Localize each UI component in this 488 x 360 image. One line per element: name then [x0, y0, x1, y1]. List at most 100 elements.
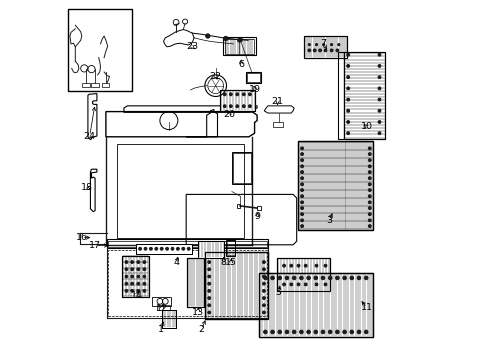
Circle shape [262, 282, 265, 285]
Circle shape [304, 283, 306, 286]
Circle shape [315, 44, 317, 46]
Circle shape [330, 44, 332, 46]
Circle shape [125, 289, 127, 292]
Circle shape [377, 64, 380, 67]
Circle shape [307, 49, 310, 52]
Bar [303, 36, 346, 58]
Circle shape [377, 76, 380, 78]
Bar [186, 258, 204, 307]
Circle shape [242, 105, 244, 108]
Circle shape [300, 177, 303, 180]
Bar [227, 241, 234, 255]
Circle shape [314, 283, 317, 286]
Circle shape [248, 93, 251, 96]
Circle shape [142, 282, 145, 285]
Circle shape [324, 264, 326, 267]
Circle shape [300, 165, 303, 168]
Circle shape [367, 165, 370, 168]
Circle shape [328, 330, 331, 334]
Circle shape [137, 261, 140, 264]
Circle shape [367, 189, 370, 192]
Circle shape [223, 36, 227, 41]
Bar [223, 37, 256, 55]
Text: 9: 9 [254, 212, 260, 221]
Circle shape [130, 275, 133, 278]
Bar [297, 141, 373, 230]
Circle shape [349, 330, 353, 334]
Bar [231, 152, 251, 184]
Circle shape [300, 219, 303, 222]
Circle shape [367, 171, 370, 174]
Bar [136, 244, 192, 254]
Bar [337, 52, 343, 139]
Circle shape [367, 219, 370, 222]
Circle shape [282, 264, 285, 267]
Circle shape [300, 159, 303, 162]
Text: 23: 23 [186, 42, 198, 51]
Circle shape [125, 275, 127, 278]
Circle shape [300, 189, 303, 192]
Circle shape [307, 44, 310, 46]
Circle shape [207, 289, 210, 292]
Circle shape [367, 213, 370, 216]
Circle shape [377, 109, 380, 112]
Circle shape [367, 153, 370, 156]
Circle shape [229, 93, 232, 96]
Circle shape [277, 330, 281, 334]
Circle shape [346, 76, 349, 78]
Bar [122, 256, 149, 297]
Bar [224, 39, 254, 54]
Circle shape [313, 276, 317, 280]
Circle shape [125, 268, 127, 271]
Circle shape [205, 34, 209, 38]
Circle shape [263, 330, 266, 334]
Circle shape [282, 283, 285, 286]
Circle shape [187, 247, 190, 250]
Circle shape [367, 207, 370, 210]
Circle shape [367, 225, 370, 228]
Circle shape [235, 93, 238, 96]
Circle shape [149, 247, 152, 250]
Circle shape [142, 268, 145, 271]
Circle shape [223, 105, 225, 108]
Text: 5: 5 [275, 288, 281, 297]
Bar [226, 240, 235, 256]
Circle shape [207, 304, 210, 307]
Circle shape [242, 93, 244, 96]
Circle shape [207, 282, 210, 285]
Circle shape [155, 247, 158, 250]
Circle shape [130, 282, 133, 285]
Circle shape [377, 98, 380, 101]
Text: 13: 13 [191, 308, 203, 317]
Circle shape [300, 213, 303, 216]
Bar [204, 252, 267, 319]
Circle shape [237, 39, 241, 42]
Circle shape [364, 330, 367, 334]
Circle shape [248, 105, 251, 108]
Circle shape [262, 261, 265, 264]
Circle shape [356, 330, 360, 334]
Circle shape [262, 289, 265, 292]
Circle shape [300, 147, 303, 150]
Text: 8: 8 [220, 258, 226, 266]
Text: 6: 6 [238, 60, 244, 69]
Circle shape [299, 330, 303, 334]
Circle shape [262, 297, 265, 300]
Bar [198, 241, 224, 258]
Circle shape [335, 276, 339, 280]
Text: 16: 16 [76, 233, 88, 242]
Bar [343, 52, 384, 139]
Text: 15: 15 [224, 258, 236, 267]
Bar [157, 305, 170, 310]
Circle shape [289, 283, 292, 286]
Bar [108, 241, 266, 247]
Text: 3: 3 [325, 216, 331, 225]
Circle shape [299, 276, 303, 280]
Circle shape [300, 201, 303, 204]
Circle shape [125, 282, 127, 285]
Bar [107, 239, 268, 248]
Circle shape [367, 201, 370, 204]
Circle shape [130, 289, 133, 292]
Circle shape [207, 275, 210, 278]
Text: 24: 24 [83, 132, 96, 140]
